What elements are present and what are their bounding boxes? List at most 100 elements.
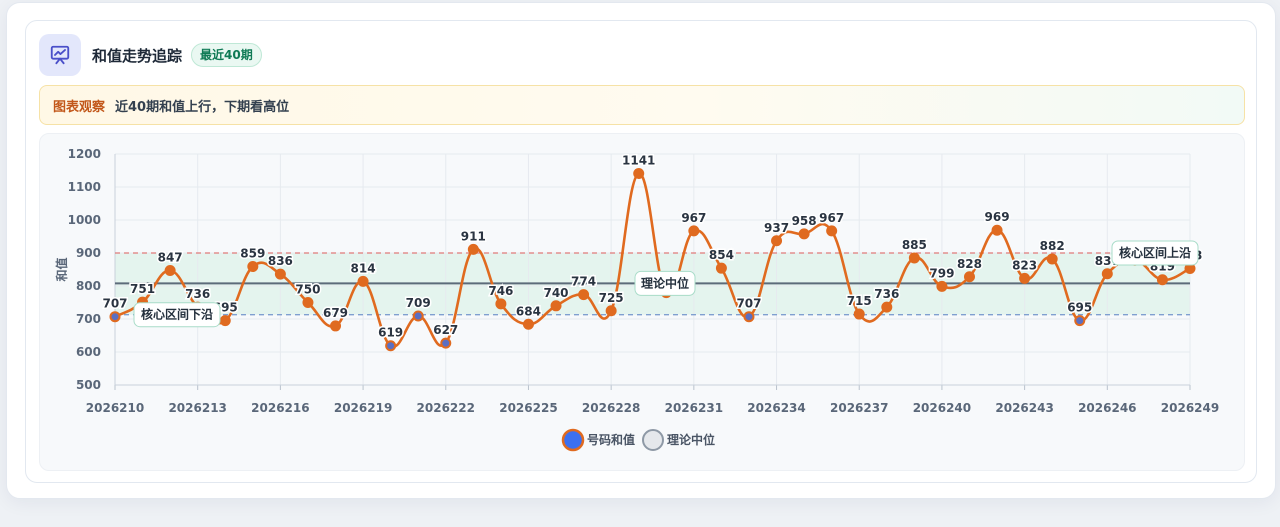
x-tick-label: 2026222 (417, 401, 475, 415)
data-point (1074, 315, 1086, 327)
y-tick-label: 900 (76, 246, 101, 260)
x-tick-label: 2026216 (251, 401, 309, 415)
y-tick-label: 500 (76, 378, 101, 392)
data-label: 859 (240, 247, 265, 261)
x-tick-label: 2026219 (334, 401, 392, 415)
page-container: 和值走势追踪 最近40期 图表观察 近40期和值上行，下期看高位 500 600 7… (6, 2, 1276, 499)
data-point (467, 243, 479, 255)
legend-label-series: 号码和值 (587, 432, 635, 447)
data-point (743, 311, 755, 323)
y-tick-label: 1100 (68, 180, 101, 194)
data-point (550, 300, 562, 312)
data-point (826, 225, 838, 237)
data-point (274, 268, 286, 280)
data-label: 736 (874, 287, 899, 301)
data-label: 967 (819, 211, 844, 225)
data-label: 882 (1040, 239, 1065, 253)
data-point (771, 235, 783, 247)
data-label: 684 (516, 304, 541, 318)
data-point (853, 308, 865, 320)
data-label: 707 (736, 297, 761, 311)
legend-item-series: 号码和值 (561, 428, 635, 452)
median-tag: 理论中位 (634, 270, 696, 296)
data-label: 969 (985, 210, 1010, 224)
data-label: 958 (792, 214, 817, 228)
data-label: 799 (929, 266, 954, 280)
data-point (357, 275, 369, 287)
data-label: 715 (847, 294, 872, 308)
data-label: 707 (102, 297, 127, 311)
x-tick-label: 2026225 (499, 401, 557, 415)
data-label: 937 (764, 221, 789, 235)
data-label: 619 (378, 326, 403, 340)
data-point (1156, 274, 1168, 286)
data-label: 725 (599, 291, 624, 305)
data-point (302, 297, 314, 308)
data-point (412, 310, 424, 322)
data-label: 746 (488, 284, 513, 298)
y-tick-label: 1200 (68, 147, 101, 161)
legend-swatch-median (642, 429, 664, 451)
lower-edge-tag-box (133, 302, 221, 328)
data-label: 740 (543, 286, 568, 300)
data-label: 709 (406, 296, 431, 310)
insight-label: 图表观察 (53, 99, 106, 115)
data-point (109, 311, 121, 323)
median-tag-box (634, 270, 696, 296)
lower-edge-tag: 核心区间下沿 (133, 302, 221, 328)
x-tick-label: 2026237 (830, 401, 888, 415)
upper-edge-tag-box (1111, 240, 1199, 266)
x-tick-label: 2026249 (1161, 401, 1219, 415)
data-point (633, 167, 645, 179)
data-point (1046, 253, 1058, 265)
data-point (798, 228, 810, 240)
data-point (881, 301, 893, 313)
x-tick-label: 2026210 (86, 401, 144, 415)
data-label: 774 (571, 275, 596, 289)
x-tick-label: 2026213 (168, 401, 226, 415)
data-point (385, 340, 397, 352)
trend-card: 和值走势追踪 最近40期 图表观察 近40期和值上行，下期看高位 500 600 7… (25, 20, 1257, 483)
lower-edge-tag-text: 核心区间下沿 (141, 307, 213, 322)
upper-edge-tag-text: 核心区间上沿 (1119, 245, 1191, 260)
card-title: 和值走势追踪 (92, 46, 183, 65)
data-point (440, 337, 452, 349)
data-label: 823 (1012, 258, 1037, 272)
y-tick-label: 800 (76, 279, 101, 293)
insight-text: 近40期和值上行，下期看高位 (115, 99, 290, 115)
data-point (715, 262, 727, 274)
y-axis-label: 和值 (54, 257, 69, 282)
data-label: 679 (323, 306, 348, 320)
data-label: 885 (902, 238, 927, 252)
data-label: 750 (295, 283, 320, 297)
data-point (908, 252, 920, 264)
legend-swatch-series (561, 428, 585, 452)
data-point (991, 224, 1003, 236)
x-tick-label: 2026240 (913, 401, 971, 415)
legend-item-median: 理论中位 (642, 429, 715, 451)
data-label: 695 (1067, 301, 1092, 315)
data-point (330, 320, 342, 332)
data-point (164, 264, 176, 276)
data-point (936, 280, 948, 292)
y-tick-label: 700 (76, 312, 101, 326)
data-point (578, 289, 590, 301)
x-tick-label: 2026234 (747, 401, 805, 415)
period-badge: 最近40期 (191, 43, 262, 67)
data-label: 828 (957, 257, 982, 271)
upper-edge-tag: 核心区间上沿 (1111, 240, 1199, 266)
data-point (522, 318, 534, 330)
median-tag-text: 理论中位 (641, 275, 689, 290)
data-label: 1141 (622, 153, 655, 167)
data-point (1019, 272, 1031, 284)
data-point (247, 261, 259, 273)
y-tick-label: 600 (76, 345, 101, 359)
data-point (219, 315, 231, 327)
data-point (963, 271, 975, 283)
x-tick-label: 2026231 (665, 401, 723, 415)
x-tick-label: 2026246 (1078, 401, 1136, 415)
data-point (605, 305, 617, 317)
data-label: 836 (268, 254, 293, 268)
data-label: 847 (158, 250, 183, 264)
data-label: 911 (461, 229, 486, 243)
